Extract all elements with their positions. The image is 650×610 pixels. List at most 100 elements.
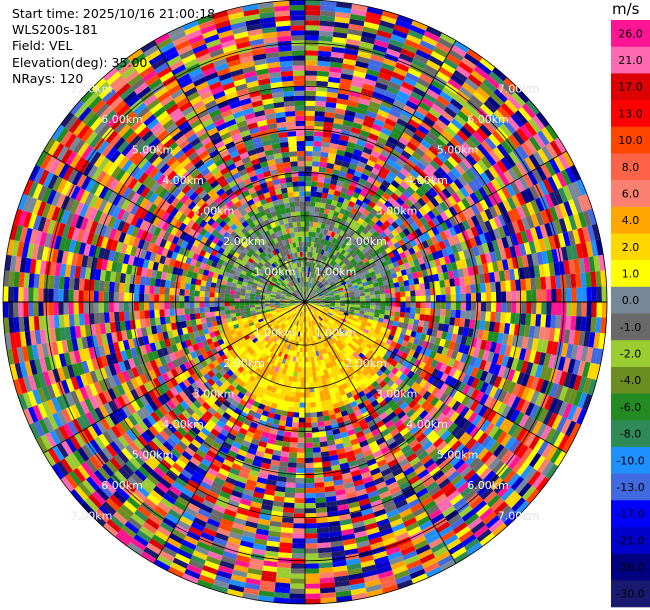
velocity-gate: [218, 522, 232, 532]
velocity-gate: [154, 357, 163, 368]
velocity-gate: [333, 375, 340, 382]
velocity-gate: [365, 391, 373, 400]
velocity-gate: [386, 216, 395, 225]
velocity-gate: [305, 211, 310, 217]
velocity-gate: [364, 415, 373, 424]
velocity-gate: [153, 397, 163, 409]
velocity-gate: [148, 455, 161, 467]
velocity-gate: [573, 375, 583, 391]
velocity-gate: [291, 340, 295, 346]
velocity-gate: [312, 437, 320, 443]
velocity-gate: [473, 525, 489, 539]
velocity-gate: [495, 415, 506, 429]
velocity-gate: [317, 290, 322, 294]
velocity-gate: [490, 113, 504, 127]
velocity-gate: [341, 326, 348, 332]
velocity-gate: [305, 166, 313, 172]
velocity-gate: [261, 503, 273, 511]
velocity-gate: [382, 279, 389, 286]
velocity-gate: [406, 141, 418, 152]
velocity-gate: [368, 376, 376, 385]
velocity-gate: [79, 400, 90, 414]
velocity-gate: [166, 537, 182, 549]
velocity-gate: [130, 538, 146, 552]
velocity-gate: [337, 196, 345, 204]
velocity-gate: [318, 426, 326, 433]
velocity-gate: [206, 518, 221, 528]
velocity-gate: [323, 116, 335, 123]
velocity-gate: [308, 231, 313, 237]
velocity-gate: [354, 248, 362, 255]
velocity-gate: [318, 292, 324, 296]
velocity-gate: [446, 451, 458, 463]
velocity-gate: [379, 358, 387, 366]
velocity-gate: [359, 189, 368, 198]
velocity-gate: [426, 200, 436, 211]
velocity-gate: [443, 395, 453, 406]
velocity-gate: [266, 356, 273, 363]
velocity-gate: [203, 423, 214, 433]
velocity-gate: [278, 420, 287, 427]
velocity-gate: [242, 488, 255, 497]
velocity-gate: [449, 317, 456, 326]
velocity-gate: [381, 322, 388, 329]
velocity-gate: [341, 394, 348, 401]
velocity-gate: [125, 391, 135, 403]
velocity-gate: [329, 242, 335, 249]
velocity-gate: [306, 287, 308, 293]
velocity-gate: [123, 500, 138, 514]
velocity-gate: [448, 206, 458, 217]
velocity-gate: [347, 284, 353, 288]
velocity-gate: [241, 355, 249, 363]
velocity-gate: [313, 340, 317, 347]
velocity-gate: [520, 124, 533, 140]
velocity-gate: [587, 225, 596, 242]
velocity-gate: [329, 66, 342, 74]
velocity-gate: [487, 331, 494, 342]
velocity-gate: [435, 389, 445, 400]
velocity-gate: [278, 466, 288, 473]
velocity-gate: [380, 467, 392, 477]
velocity-gate: [191, 373, 200, 382]
velocity-gate: [351, 337, 358, 344]
velocity-gate: [299, 306, 303, 311]
velocity-gate: [342, 398, 350, 406]
velocity-gate: [183, 535, 199, 546]
velocity-gate: [105, 497, 120, 512]
velocity-gate: [405, 470, 418, 481]
velocity-gate: [354, 65, 368, 74]
velocity-gate: [410, 302, 416, 308]
velocity-gate: [555, 315, 562, 329]
velocity-gate: [156, 481, 169, 494]
velocity-gate: [510, 358, 519, 371]
velocity-gate: [483, 361, 492, 373]
velocity-gate: [326, 313, 332, 318]
velocity-gate: [333, 575, 350, 583]
velocity-gate: [174, 393, 184, 404]
velocity-gate: [380, 579, 397, 589]
velocity-gate: [420, 97, 434, 108]
velocity-gate: [439, 280, 446, 288]
velocity-gate: [541, 127, 555, 143]
velocity-gate: [239, 325, 246, 331]
velocity-gate: [431, 207, 441, 217]
velocity-gate: [223, 326, 230, 333]
velocity-gate: [558, 218, 568, 233]
velocity-gate: [524, 121, 538, 137]
velocity-gate: [243, 457, 254, 465]
velocity-gate: [455, 334, 463, 344]
velocity-gate: [321, 379, 328, 386]
velocity-gate: [470, 293, 477, 302]
velocity-gate: [447, 397, 457, 409]
velocity-gate: [401, 512, 415, 523]
velocity-gate: [582, 193, 593, 211]
velocity-gate: [343, 346, 349, 353]
velocity-gate: [305, 518, 317, 524]
velocity-gate: [280, 410, 288, 417]
velocity-gate: [400, 150, 412, 160]
velocity-gate: [332, 402, 340, 409]
velocity-gate: [309, 282, 313, 288]
velocity-gate: [172, 557, 189, 569]
velocity-gate: [157, 501, 171, 514]
velocity-gate: [504, 99, 519, 114]
